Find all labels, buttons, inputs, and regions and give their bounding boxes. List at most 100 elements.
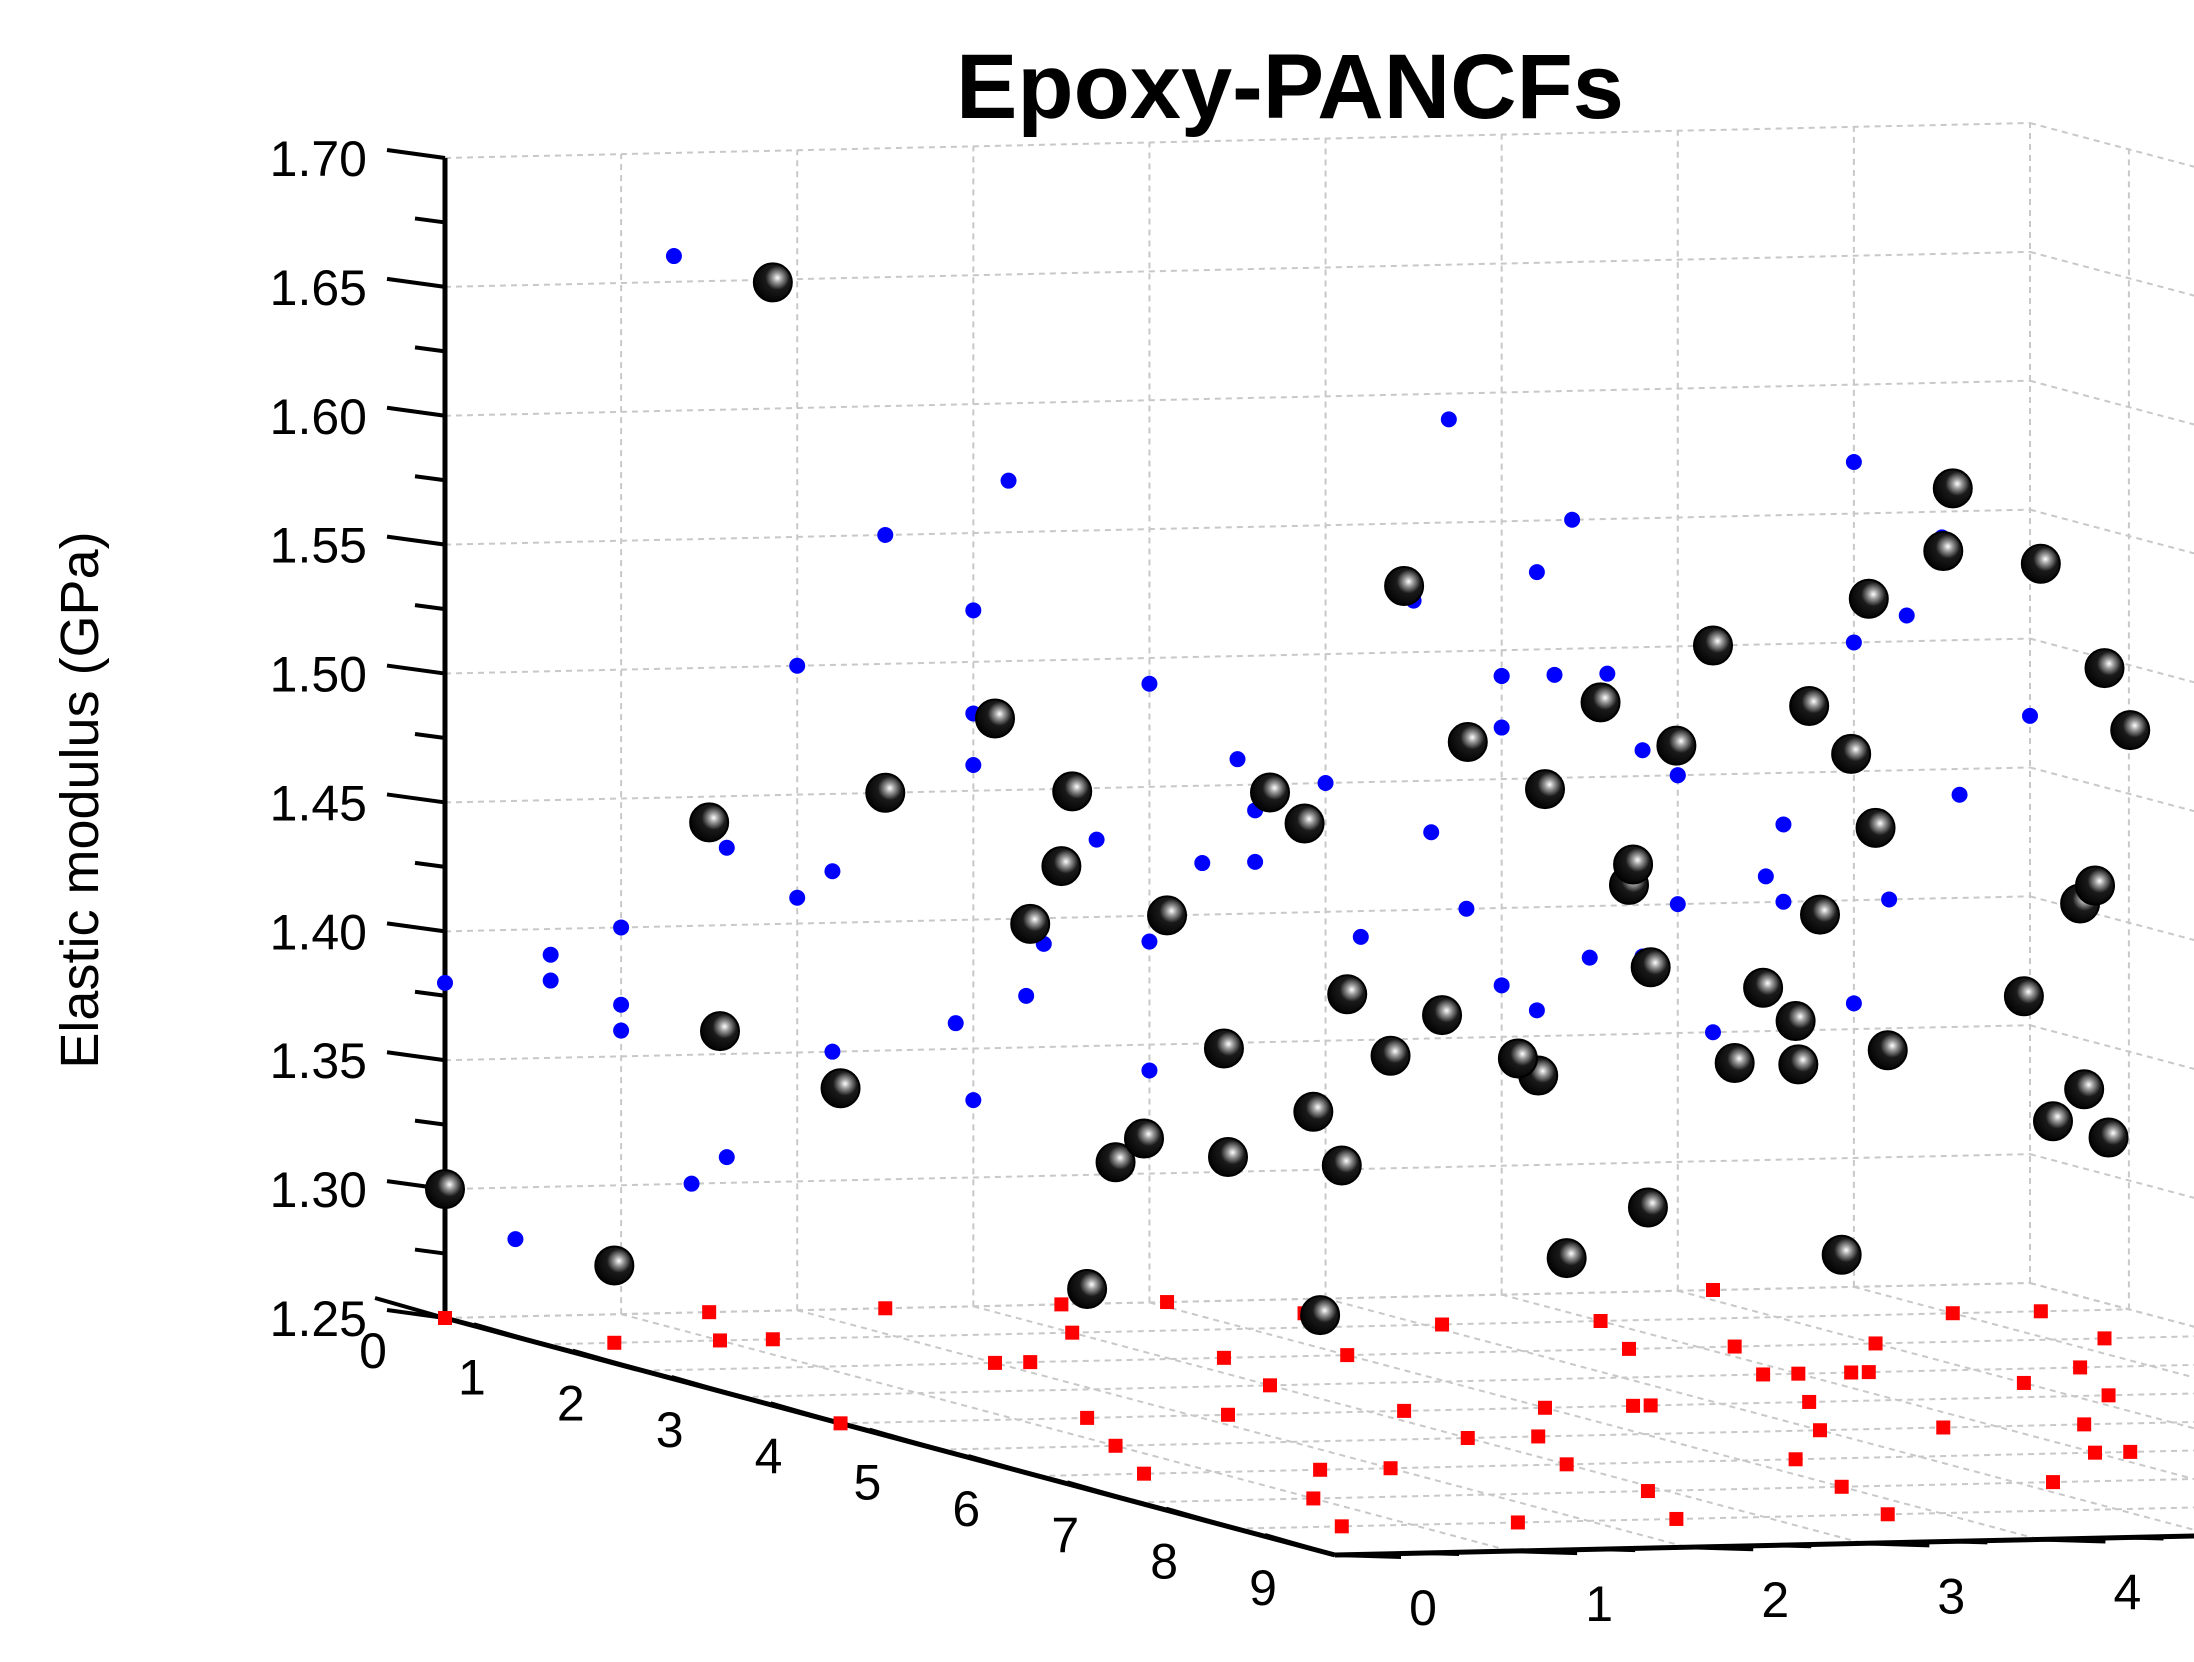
data-point bbox=[2084, 648, 2125, 689]
floor-projection-point bbox=[833, 1416, 848, 1431]
floor-projection-point bbox=[878, 1301, 893, 1316]
wall-projection-point bbox=[1881, 891, 1898, 908]
z-major-tick bbox=[386, 276, 446, 289]
floor-projection-point bbox=[1559, 1457, 1574, 1472]
wall-projection-point bbox=[507, 1231, 524, 1248]
wall-projection-point bbox=[1141, 933, 1158, 950]
wall-projection-point bbox=[718, 1149, 735, 1166]
floor-projection-point bbox=[2097, 1331, 2112, 1346]
wall-projection-point bbox=[824, 1043, 841, 1060]
z-minor-tick bbox=[414, 860, 446, 869]
wall-projection-point bbox=[965, 757, 982, 773]
wall-projection-point bbox=[1564, 511, 1581, 528]
floor-grid-line bbox=[1325, 1297, 2194, 1531]
data-point bbox=[1208, 1137, 1248, 1177]
floor-projection-point bbox=[1945, 1306, 1960, 1321]
wall-projection-point bbox=[1845, 995, 1862, 1012]
data-point bbox=[594, 1245, 635, 1286]
floor-projection-point bbox=[1023, 1355, 1038, 1370]
data-point bbox=[820, 1068, 861, 1109]
z-tick-label: 1.45 bbox=[270, 775, 367, 831]
data-point bbox=[1447, 722, 1488, 762]
x-major-tick bbox=[1264, 1533, 1336, 1557]
floor-projection-point bbox=[1802, 1394, 1817, 1409]
data-point bbox=[1067, 1269, 1108, 1309]
data-point bbox=[1203, 1028, 1244, 1069]
z-axis-label: Elastic modulus (GPa) bbox=[50, 531, 110, 1068]
floor-projection-point bbox=[1791, 1366, 1806, 1381]
wall-projection-point bbox=[665, 248, 682, 265]
y-tick-label: 0 bbox=[1409, 1580, 1437, 1636]
wall-projection-point bbox=[1493, 668, 1510, 684]
z-major-tick bbox=[386, 405, 446, 418]
x-tick-label: 4 bbox=[755, 1428, 783, 1484]
wall-projection-point bbox=[1775, 893, 1792, 910]
floor-projection-point bbox=[1844, 1365, 1859, 1380]
floor-projection-point bbox=[1880, 1507, 1895, 1522]
floor-projection-point bbox=[1460, 1431, 1475, 1445]
floor-projection-point bbox=[607, 1335, 622, 1350]
data-point bbox=[1693, 625, 1733, 666]
wall-projection-point bbox=[1845, 454, 1862, 470]
wall-projection-point bbox=[1898, 607, 1915, 624]
wall-grid-line bbox=[444, 379, 2031, 417]
x-major-tick bbox=[770, 1401, 842, 1426]
x-major-tick bbox=[967, 1454, 1039, 1478]
x-tick-label: 0 bbox=[359, 1323, 387, 1379]
floor-projection-point bbox=[1065, 1325, 1080, 1340]
x-tick-label: 7 bbox=[1051, 1507, 1079, 1563]
floor-grid-line bbox=[1149, 1301, 2040, 1541]
wall-projection-point bbox=[789, 889, 806, 906]
wall-projection-point bbox=[1458, 900, 1475, 917]
wall-projection-point bbox=[1247, 853, 1264, 870]
data-point bbox=[1775, 1001, 1816, 1042]
floor-projection-point bbox=[702, 1305, 717, 1320]
wall-projection-point bbox=[1705, 1024, 1721, 1041]
wall-grid-line bbox=[444, 895, 2031, 933]
wall-projection-point bbox=[1493, 977, 1510, 994]
x-major-tick bbox=[671, 1375, 743, 1399]
z-tick-label: 1.70 bbox=[270, 131, 367, 187]
wall-grid-line bbox=[444, 766, 2031, 804]
floor-projection-point bbox=[1216, 1350, 1231, 1365]
wall-projection-point bbox=[542, 972, 559, 989]
data-point bbox=[1627, 1187, 1668, 1228]
y-tick-label: 2 bbox=[1761, 1572, 1789, 1628]
wall-projection-point bbox=[613, 996, 630, 1013]
floor-projection-point bbox=[1626, 1398, 1641, 1413]
data-point bbox=[2020, 543, 2061, 584]
data-point bbox=[1300, 1295, 1341, 1336]
y-major-tick bbox=[2039, 1537, 2106, 1544]
floor-projection-point bbox=[1861, 1365, 1876, 1380]
x-tick-label: 6 bbox=[952, 1481, 980, 1537]
data-point bbox=[1630, 947, 1671, 988]
data-point bbox=[1327, 974, 1368, 1015]
data-point bbox=[1867, 1030, 1908, 1071]
wall-grid-line bbox=[2029, 379, 2194, 426]
data-point bbox=[1800, 894, 1840, 935]
floor-projection-point bbox=[1340, 1348, 1355, 1363]
data-point bbox=[2003, 976, 2044, 1017]
data-point bbox=[1656, 725, 1697, 766]
z-minor-tick bbox=[414, 732, 446, 740]
y-minor-tick bbox=[1423, 1551, 1460, 1557]
floor-projection-point bbox=[1669, 1511, 1684, 1526]
wall-projection-point bbox=[718, 839, 735, 856]
wall-projection-point bbox=[1757, 868, 1774, 885]
data-point bbox=[425, 1169, 465, 1210]
chart-title: Epoxy-PANCFs bbox=[956, 36, 1624, 138]
floor-projection-point bbox=[2033, 1304, 2048, 1319]
data-point bbox=[1250, 772, 1290, 813]
data-point bbox=[865, 772, 906, 813]
x-tick-label: 8 bbox=[1150, 1534, 1178, 1590]
y-minor-tick bbox=[1599, 1547, 1636, 1553]
floor-grid-line bbox=[939, 1420, 2194, 1451]
wall-projection-point bbox=[1845, 634, 1862, 651]
floor-projection-point bbox=[1936, 1420, 1951, 1435]
floor-projection-point bbox=[2046, 1475, 2060, 1490]
data-point bbox=[2033, 1101, 2073, 1142]
wall-projection-point bbox=[1352, 928, 1369, 945]
data-point bbox=[1041, 846, 1082, 887]
